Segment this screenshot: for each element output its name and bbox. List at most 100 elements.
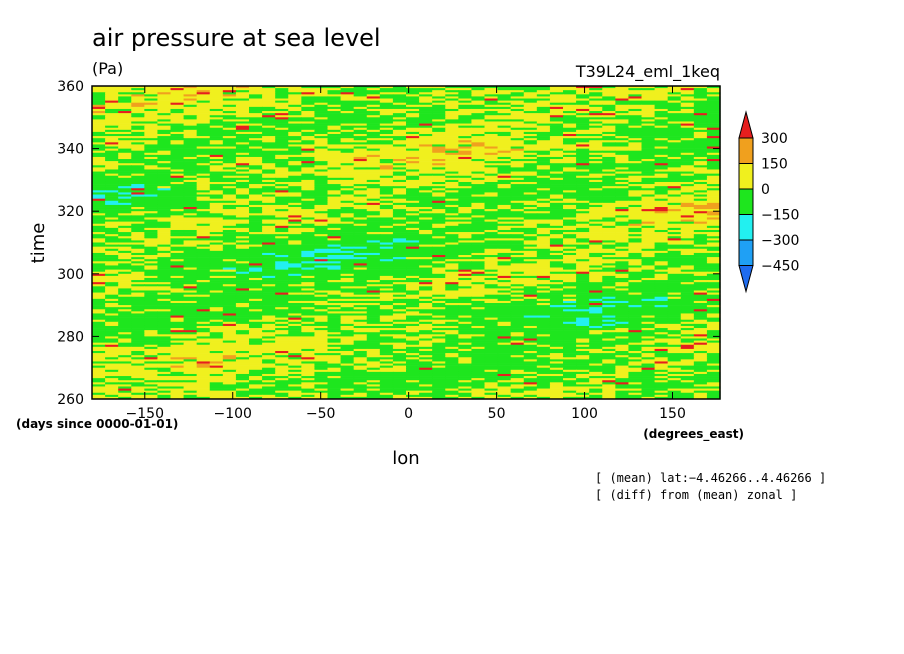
heatmap-cell bbox=[314, 159, 329, 162]
heatmap-cell bbox=[458, 248, 473, 252]
heatmap-cell bbox=[105, 146, 119, 149]
heatmap-cell bbox=[183, 129, 198, 133]
heatmap-cell bbox=[471, 156, 486, 160]
heatmap-cell bbox=[366, 242, 381, 245]
heatmap-cell bbox=[249, 186, 263, 189]
heatmap-cell bbox=[157, 217, 172, 220]
heatmap-cell bbox=[654, 181, 669, 185]
heatmap-cell bbox=[196, 175, 211, 179]
heatmap-cell bbox=[549, 173, 564, 177]
heatmap-cell bbox=[576, 181, 590, 185]
heatmap-cell bbox=[275, 248, 289, 252]
heatmap-cell bbox=[693, 169, 708, 172]
heatmap-cell bbox=[340, 190, 355, 193]
heatmap-cell bbox=[262, 194, 276, 197]
heatmap-cell bbox=[157, 138, 172, 141]
heatmap-cell bbox=[340, 142, 355, 145]
heatmap-cell bbox=[183, 246, 198, 250]
heatmap-cell bbox=[654, 198, 669, 202]
heatmap-cell bbox=[275, 275, 289, 279]
heatmap-cell bbox=[589, 186, 603, 189]
heatmap-cell bbox=[170, 261, 185, 264]
heatmap-cell bbox=[118, 188, 132, 191]
heatmap-cell bbox=[484, 298, 499, 302]
heatmap-cell bbox=[471, 242, 486, 245]
heatmap-cell bbox=[379, 102, 394, 106]
heatmap-cell bbox=[693, 300, 708, 304]
heatmap-cell bbox=[628, 221, 643, 225]
heatmap-cell bbox=[196, 129, 211, 133]
heatmap-cell bbox=[105, 152, 119, 156]
heatmap-cell bbox=[366, 209, 381, 212]
heatmap-cell bbox=[379, 111, 394, 114]
heatmap-cell bbox=[222, 136, 237, 139]
heatmap-cell bbox=[366, 129, 381, 133]
heatmap-cell bbox=[249, 108, 263, 112]
heatmap-cell bbox=[235, 150, 250, 154]
heatmap-cell bbox=[680, 207, 695, 210]
heatmap-cell bbox=[249, 140, 263, 143]
heatmap-cell bbox=[432, 181, 446, 185]
heatmap-cell bbox=[157, 269, 172, 273]
heatmap-cell bbox=[366, 173, 381, 177]
heatmap-cell bbox=[458, 108, 473, 112]
heatmap-cell bbox=[209, 217, 224, 220]
heatmap-cell bbox=[209, 92, 224, 95]
heatmap-cell bbox=[615, 265, 630, 268]
heatmap-cell bbox=[667, 223, 682, 227]
heatmap-cell bbox=[353, 133, 368, 137]
heatmap-cell bbox=[92, 150, 106, 154]
heatmap-cell bbox=[628, 209, 643, 212]
heatmap-cell bbox=[615, 277, 630, 281]
heatmap-cell bbox=[654, 115, 669, 118]
heatmap-cell bbox=[471, 229, 486, 233]
heatmap-cell bbox=[249, 232, 263, 235]
heatmap-cell bbox=[576, 100, 590, 103]
heatmap-cell bbox=[209, 242, 224, 245]
heatmap-cell bbox=[340, 280, 355, 283]
heatmap-cell bbox=[693, 152, 708, 156]
heatmap-cell bbox=[314, 144, 329, 147]
heatmap-cell bbox=[523, 284, 538, 287]
heatmap-cell bbox=[340, 108, 355, 112]
heatmap-cell bbox=[458, 280, 473, 283]
heatmap-cell bbox=[235, 204, 250, 208]
heatmap-cell bbox=[589, 238, 603, 241]
heatmap-cell bbox=[628, 167, 643, 170]
heatmap-cell bbox=[353, 159, 368, 162]
heatmap-cell bbox=[340, 150, 355, 154]
heatmap-cell bbox=[314, 188, 329, 191]
heatmap-cell bbox=[144, 273, 159, 277]
heatmap-cell bbox=[497, 209, 512, 212]
heatmap-cell bbox=[275, 271, 289, 275]
heatmap-cell bbox=[222, 131, 237, 135]
heatmap-cell bbox=[249, 255, 263, 258]
heatmap-cell bbox=[157, 169, 172, 172]
heatmap-cell bbox=[563, 117, 577, 120]
heatmap-cell bbox=[144, 186, 159, 189]
heatmap-cell bbox=[549, 265, 564, 268]
heatmap-cell bbox=[471, 108, 486, 112]
heatmap-cell bbox=[563, 204, 577, 208]
heatmap-cell bbox=[419, 92, 433, 95]
heatmap-cell bbox=[118, 117, 132, 120]
heatmap-cell bbox=[654, 277, 669, 281]
heatmap-cell bbox=[602, 261, 616, 264]
heatmap-cell bbox=[615, 280, 630, 283]
heatmap-cell bbox=[209, 163, 224, 166]
heatmap-cell bbox=[654, 88, 669, 91]
heatmap-cell bbox=[589, 129, 603, 133]
heatmap-cell bbox=[641, 142, 656, 145]
heatmap-cell bbox=[235, 227, 250, 231]
heatmap-cell bbox=[693, 173, 708, 177]
heatmap-cell bbox=[144, 169, 159, 172]
heatmap-cell bbox=[706, 188, 721, 191]
heatmap-cell bbox=[314, 271, 329, 275]
heatmap-cell bbox=[510, 246, 525, 250]
heatmap-cell bbox=[262, 200, 276, 204]
heatmap-cell bbox=[654, 229, 669, 233]
heatmap-cell bbox=[379, 284, 394, 287]
heatmap-cell bbox=[144, 257, 159, 260]
heatmap-cell bbox=[536, 227, 551, 231]
heatmap-cell bbox=[602, 267, 616, 270]
